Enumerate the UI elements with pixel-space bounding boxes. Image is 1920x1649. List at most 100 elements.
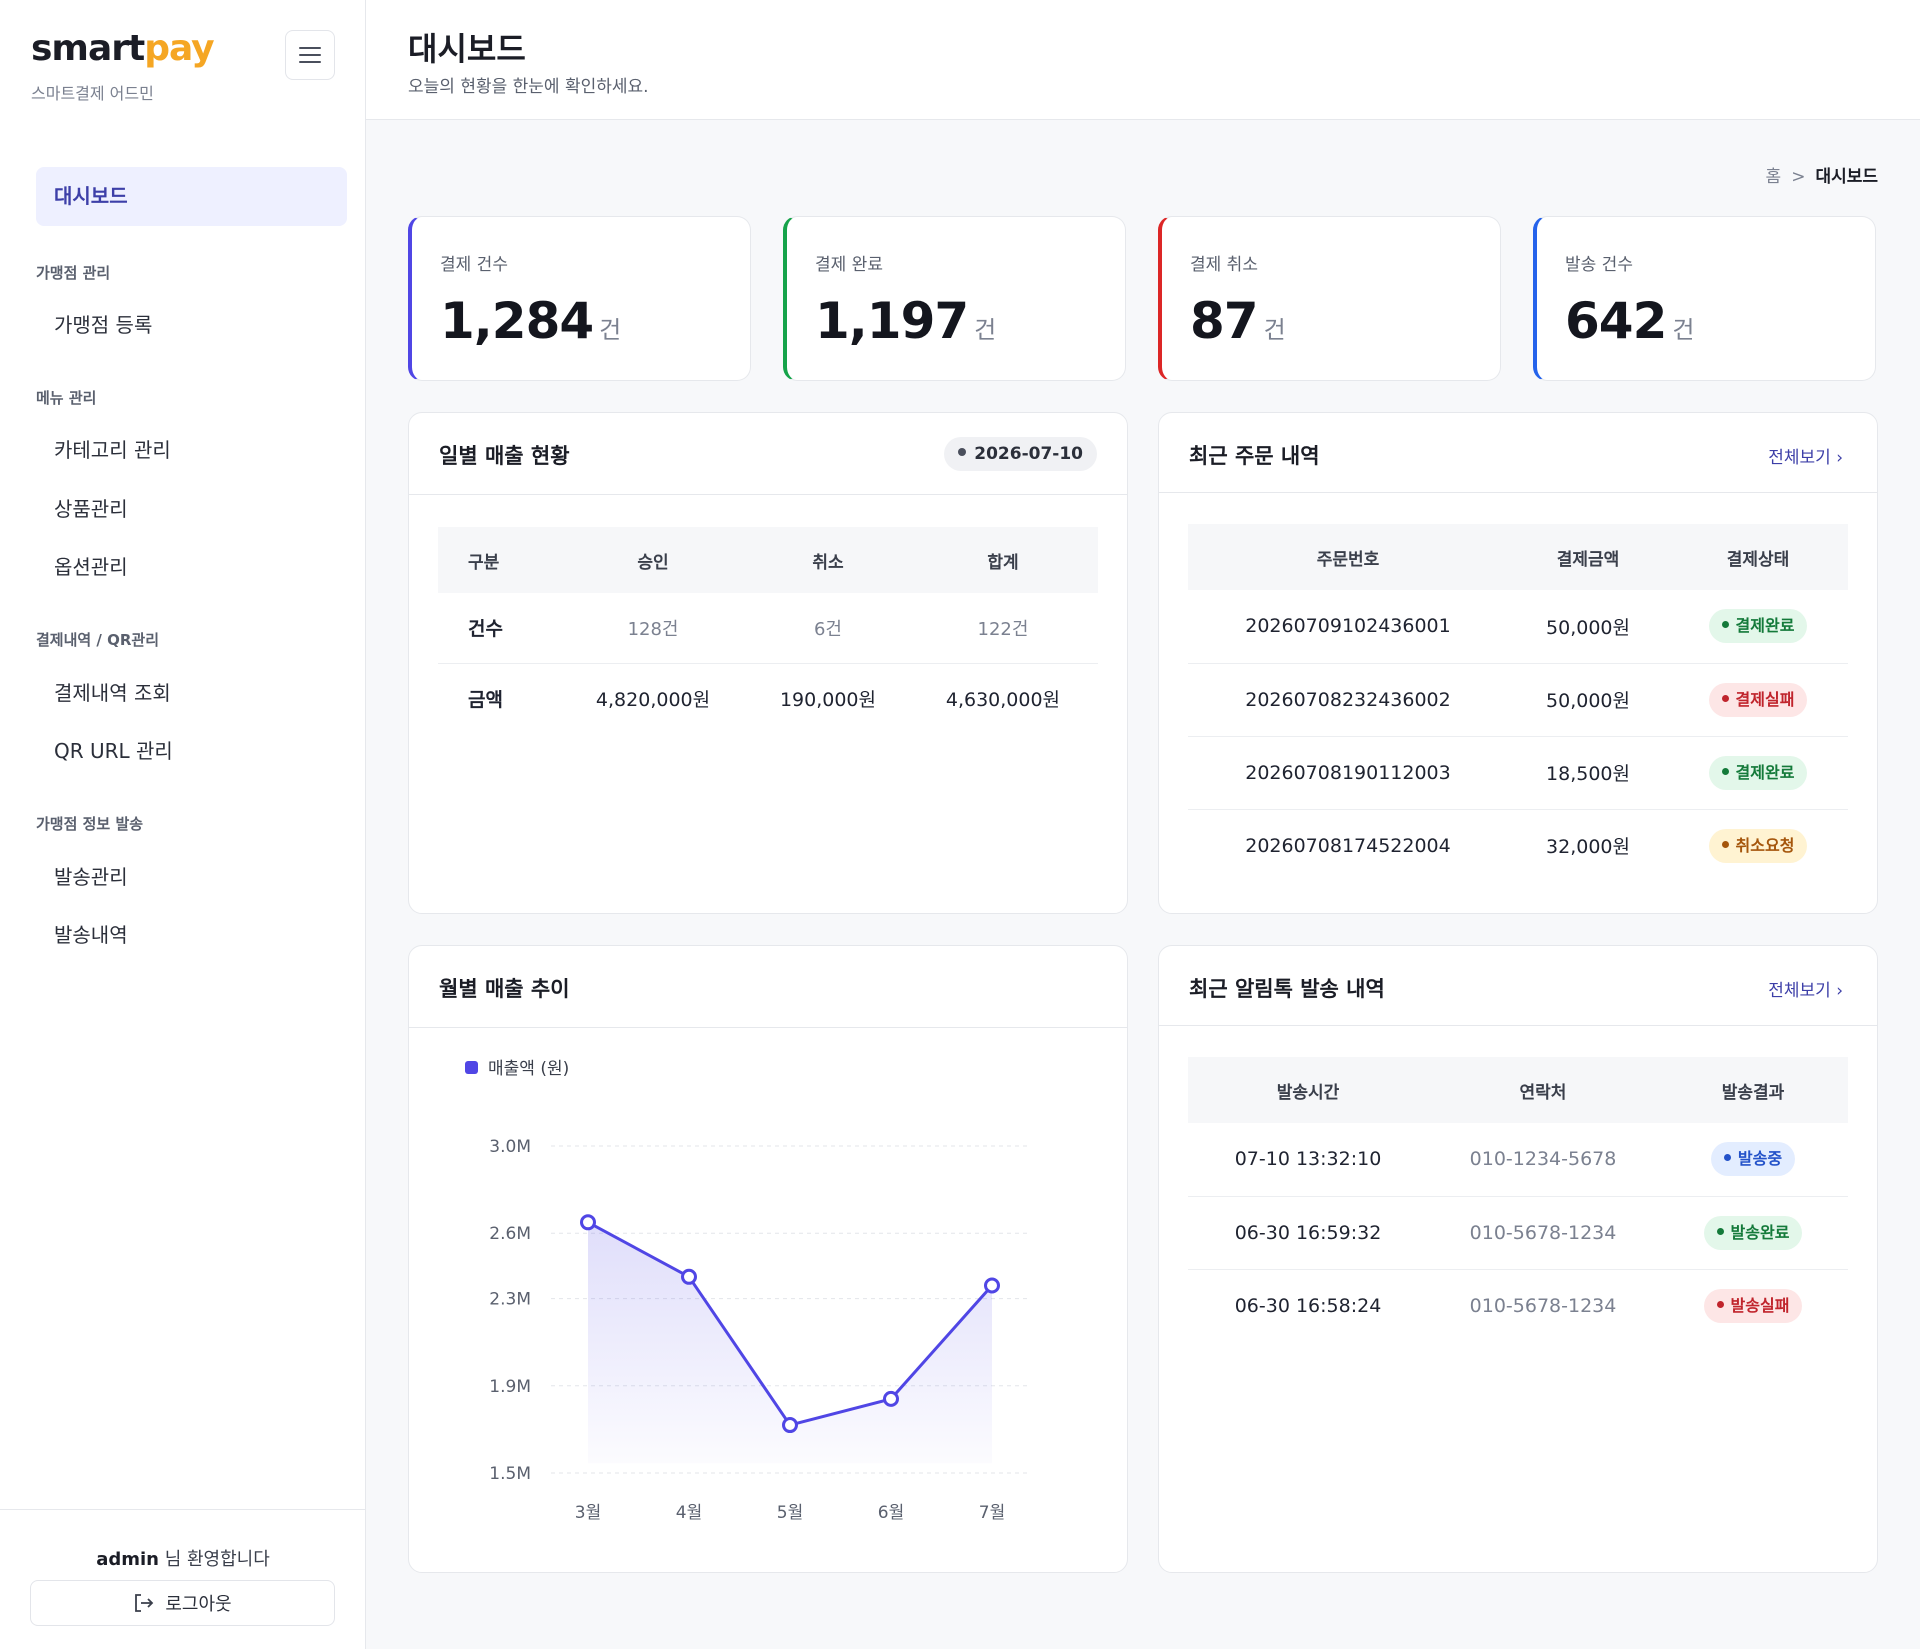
send-phone: 010-5678-1234 [1428, 1196, 1658, 1270]
status-dot-icon [1721, 694, 1729, 702]
logo-text-pay: pay [144, 28, 214, 69]
panel-title: 최근 알림톡 발송 내역 [1189, 977, 1385, 1001]
table-row[interactable]: 20260708174522004 32,000원 취소요청 [1188, 809, 1848, 882]
order-number: 20260708174522004 [1245, 834, 1451, 857]
status-text: 결제완료 [1735, 762, 1795, 782]
date-badge: 2026-07-10 [944, 437, 1097, 471]
x-tick-label: 7월 [979, 1503, 1005, 1523]
page-subtitle: 오늘의 현황을 한눈에 확인하세요. [408, 77, 649, 97]
send-time: 06-30 16:58:24 [1234, 1294, 1382, 1317]
alimtalk-table: 발송시간 연락처 발송결과 07-10 13:32:10 010-1234-56… [1188, 1057, 1848, 1342]
hamburger-icon [299, 47, 321, 63]
column-header: 구분 [438, 527, 558, 593]
recent-orders-panel: 최근 주문 내역 전체보기 › 주문번호 결제금액 결제상태 202607091… [1158, 412, 1878, 914]
send-time: 07-10 13:32:10 [1188, 1123, 1428, 1197]
view-all-label: 전체보기 [1768, 448, 1831, 468]
sidebar-item-payment-history[interactable]: 결제내역 조회 [54, 681, 171, 705]
stat-value: 1,284 건 [440, 292, 621, 350]
status-badge: 결제실패 [1708, 682, 1808, 717]
y-tick-label: 1.9M [489, 1377, 531, 1397]
sidebar-item-merchant-register[interactable]: 가맹점 등록 [54, 313, 153, 337]
logout-button[interactable]: 로그아웃 [30, 1580, 335, 1626]
order-amount: 32,000원 [1546, 836, 1630, 859]
breadcrumb-home[interactable]: 홈 [1765, 167, 1782, 187]
welcome-text: admin 님 환영합니다 [0, 1545, 366, 1571]
stat-label: 결제 건수 [440, 255, 508, 275]
sidebar-group-merchant: 가맹점 관리 [36, 264, 111, 282]
table-cell: 6건 [748, 593, 908, 664]
data-point [580, 1214, 596, 1231]
menu-toggle-button[interactable] [285, 30, 335, 80]
column-header: 결제금액 [1508, 524, 1668, 590]
page-header: 대시보드 오늘의 현황을 한눈에 확인하세요. [366, 0, 1920, 120]
column-header: 취소 [748, 527, 908, 593]
status-text: 발송완료 [1730, 1222, 1790, 1242]
table-header-row: 구분 승인 취소 합계 [438, 527, 1098, 593]
view-all-alimtalk-link[interactable]: 전체보기 › [1768, 976, 1843, 1001]
dot-icon [958, 448, 967, 456]
breadcrumb: 홈 > 대시보드 [1766, 162, 1878, 187]
logout-icon [135, 1594, 154, 1612]
table-row: 건수 128건 6건 122건 [438, 593, 1098, 664]
stat-value: 87 건 [1190, 292, 1286, 350]
order-status: 결제실패 [1668, 663, 1848, 737]
brand-logo[interactable]: smartpay [31, 28, 215, 69]
status-badge: 취소요청 [1708, 828, 1808, 863]
status-text: 발송중 [1737, 1149, 1783, 1169]
brand-subtitle: 스마트결제 어드민 [31, 84, 154, 103]
sidebar-group-merchant-send: 가맹점 정보 발송 [36, 815, 144, 833]
status-dot-icon [1716, 1227, 1724, 1235]
chart-legend[interactable]: 매출액 (원) [465, 1054, 569, 1079]
panel-header: 일별 매출 현황 2026-07-10 [409, 413, 1127, 495]
status-text: 결제완료 [1735, 616, 1795, 636]
sidebar-item-option[interactable]: 옵션관리 [54, 555, 128, 579]
status-dot-icon [1721, 767, 1729, 775]
send-time: 06-30 16:59:32 [1188, 1196, 1428, 1270]
sidebar-item-send-history[interactable]: 발송내역 [54, 923, 128, 947]
sidebar-item-send-manage[interactable]: 발송관리 [54, 865, 128, 889]
panel-title: 월별 매출 추이 [439, 977, 570, 1001]
sidebar: smartpay 스마트결제 어드민 대시보드 가맹점 관리 가맹점 등록 메뉴… [0, 0, 366, 1649]
sidebar-item-qr-url[interactable]: QR URL 관리 [54, 739, 173, 763]
table-row[interactable]: 07-10 13:32:10 010-1234-5678 발송중 [1188, 1123, 1848, 1197]
status-dot-icon [1716, 1300, 1724, 1308]
send-phone: 010-5678-1234 [1469, 1294, 1617, 1317]
sidebar-item-dashboard[interactable]: 대시보드 [36, 167, 347, 226]
stat-label: 발송 건수 [1565, 255, 1633, 275]
daily-sales-table: 구분 승인 취소 합계 건수 128건 6건 122건 금액 4,820,000… [438, 527, 1098, 733]
view-all-orders-link[interactable]: 전체보기 › [1768, 443, 1843, 468]
status-dot-icon [1723, 1154, 1731, 1162]
panel-title: 일별 매출 현황 [439, 444, 570, 468]
sidebar-group-menu: 메뉴 관리 [36, 389, 97, 407]
table-row[interactable]: 06-30 16:58:24 010-5678-1234 발송실패 [1188, 1269, 1848, 1342]
order-status: 결제완료 [1668, 590, 1848, 664]
page-title: 대시보드 [408, 30, 526, 68]
table-row[interactable]: 20260708190112003 18,500원 결제완료 [1188, 736, 1848, 810]
send-status: 발송중 [1658, 1123, 1848, 1197]
table-cell: 190,000원 [779, 688, 877, 711]
stat-card-send-count: 발송 건수 642 건 [1533, 216, 1876, 381]
chevron-right-icon: › [1836, 448, 1843, 468]
sidebar-item-product[interactable]: 상품관리 [54, 497, 128, 521]
stat-number: 87 [1190, 292, 1259, 350]
panel-header: 최근 알림톡 발송 내역 전체보기 › [1159, 946, 1877, 1026]
table-row[interactable]: 20260709102436001 50,000원 결제완료 [1188, 590, 1848, 664]
data-point [984, 1277, 1000, 1294]
chevron-right-icon: › [1836, 981, 1843, 1001]
table-header-row: 발송시간 연락처 발송결과 [1188, 1057, 1848, 1123]
y-tick-label: 3.0M [489, 1137, 531, 1157]
breadcrumb-current: 대시보드 [1815, 167, 1878, 187]
x-tick-label: 6월 [878, 1503, 904, 1523]
x-tick-label: 4월 [676, 1503, 702, 1523]
alimtalk-panel: 최근 알림톡 발송 내역 전체보기 › 발송시간 연락처 발송결과 07-10 … [1158, 945, 1878, 1573]
table-row[interactable]: 20260708232436002 50,000원 결제실패 [1188, 663, 1848, 737]
breadcrumb-separator: > [1791, 167, 1806, 187]
data-point [883, 1390, 899, 1407]
table-cell: 122건 [907, 593, 1098, 664]
order-amount: 50,000원 [1508, 663, 1668, 737]
sidebar-item-category[interactable]: 카테고리 관리 [54, 438, 171, 462]
order-number: 20260708190112003 [1188, 736, 1508, 810]
table-row[interactable]: 06-30 16:59:32 010-5678-1234 발송완료 [1188, 1196, 1848, 1270]
panel-header: 최근 주문 내역 전체보기 › [1159, 413, 1877, 493]
row-header: 건수 [438, 593, 558, 664]
